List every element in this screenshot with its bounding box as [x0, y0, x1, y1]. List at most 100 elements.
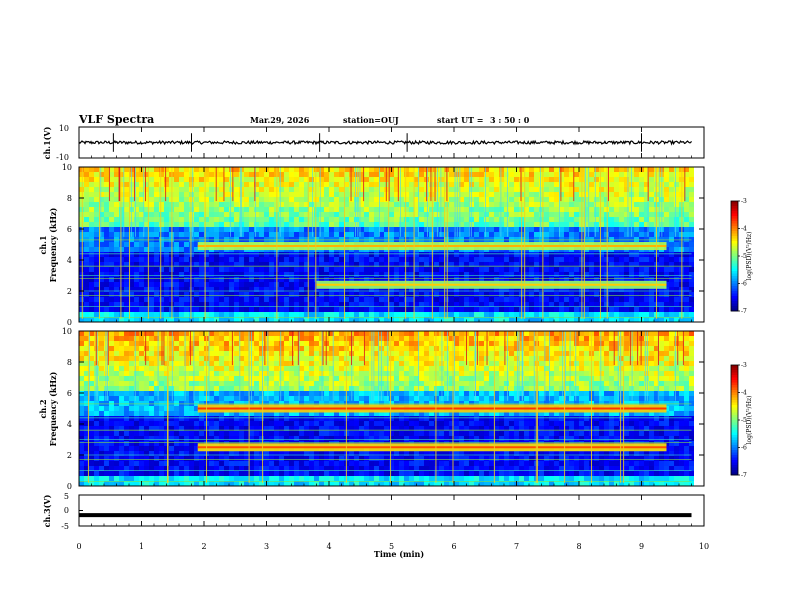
spec-cell [84, 287, 89, 292]
spec-cell [124, 331, 129, 336]
spec-cell [634, 217, 639, 222]
spec-cell [469, 297, 474, 302]
spec-cell [544, 217, 549, 222]
spec-cell [594, 182, 599, 187]
spec-cell [264, 307, 269, 312]
spec-cell [664, 307, 669, 312]
spec-cell [299, 257, 304, 262]
spec-cell [194, 192, 199, 197]
spec-cell [354, 272, 359, 277]
spec-cell [164, 297, 169, 302]
spec-cell [324, 222, 329, 227]
spec-cell [574, 252, 579, 257]
spec-cell [619, 197, 624, 202]
spec-cell [184, 177, 189, 182]
spec-cell [439, 232, 444, 237]
spec-cell [119, 336, 124, 341]
spec-cell [544, 222, 549, 227]
spec-cell [284, 227, 289, 232]
spec-cell [149, 267, 154, 272]
spec-cell [619, 227, 624, 232]
spec-cell [229, 476, 234, 481]
spec-cell [139, 247, 144, 252]
spec-cell [464, 312, 469, 317]
spec-cell [604, 232, 609, 237]
spec-cell [634, 312, 639, 317]
spec-cell [89, 441, 94, 446]
spec-cell [164, 222, 169, 227]
spec-cell [364, 207, 369, 212]
spec-cell [244, 217, 249, 222]
spec-cell [124, 471, 129, 476]
spec-cell [394, 227, 399, 232]
spec-cell [179, 446, 184, 451]
spec-cell [214, 471, 219, 476]
spec-cell [414, 252, 419, 257]
spec-cell [489, 172, 494, 177]
spec-cell [149, 341, 154, 346]
spec-cell [389, 187, 394, 192]
spec-cell [599, 252, 604, 257]
spec-cell [264, 182, 269, 187]
spec-cell [554, 252, 559, 257]
spec-cell [434, 297, 439, 302]
spec-cell [664, 177, 669, 182]
spec-cell [134, 232, 139, 237]
spec-cell [279, 272, 284, 277]
spec-cell [479, 292, 484, 297]
spec-cell [174, 356, 179, 361]
spec-cell [474, 182, 479, 187]
spec-cell [104, 446, 109, 451]
spec-cell [164, 312, 169, 317]
spec-cell [614, 182, 619, 187]
spec-cell [574, 187, 579, 192]
spec-cell [114, 336, 119, 341]
spec-cell [549, 212, 554, 217]
spec-cell [219, 307, 224, 312]
spec-cell [604, 217, 609, 222]
spec-cell [499, 272, 504, 277]
spec-cell [134, 446, 139, 451]
spec-cell [214, 202, 219, 207]
spec-cell [339, 297, 344, 302]
spec-cell [159, 446, 164, 451]
spec-cell [214, 386, 219, 391]
spec-cell [124, 182, 129, 187]
spec-cell [199, 436, 204, 441]
spec-cell [419, 232, 424, 237]
spec-cell [329, 172, 334, 177]
spec-cell [179, 366, 184, 371]
spec-cell [154, 336, 159, 341]
spec-cell [159, 441, 164, 446]
spec-cell [159, 411, 164, 416]
spec-cell [414, 312, 419, 317]
spec-cell [244, 282, 249, 287]
spec-cell [94, 471, 99, 476]
spec-cell [84, 257, 89, 262]
spec-cell [164, 436, 169, 441]
spec-cell [494, 312, 499, 317]
spec-cell [489, 257, 494, 262]
spec-cell [154, 396, 159, 401]
spec-cell [119, 277, 124, 282]
spec-cell [79, 267, 84, 272]
spec-cell [439, 182, 444, 187]
spec-cell [84, 212, 89, 217]
spec-cell [79, 386, 84, 391]
spec-cell [259, 267, 264, 272]
spec-cell [339, 272, 344, 277]
spec-cell [174, 386, 179, 391]
spec-cell [124, 187, 129, 192]
spec-cell [219, 471, 224, 476]
spec-cell [139, 341, 144, 346]
spec-cell [159, 456, 164, 461]
spec-cell [644, 272, 649, 277]
spec-cell [554, 187, 559, 192]
spec-cell [499, 187, 504, 192]
spec-cell [79, 227, 84, 232]
spec-cell [504, 272, 509, 277]
spec-cell [494, 172, 499, 177]
spec-cell [314, 297, 319, 302]
spec-cell [624, 192, 629, 197]
spec-cell [619, 297, 624, 302]
